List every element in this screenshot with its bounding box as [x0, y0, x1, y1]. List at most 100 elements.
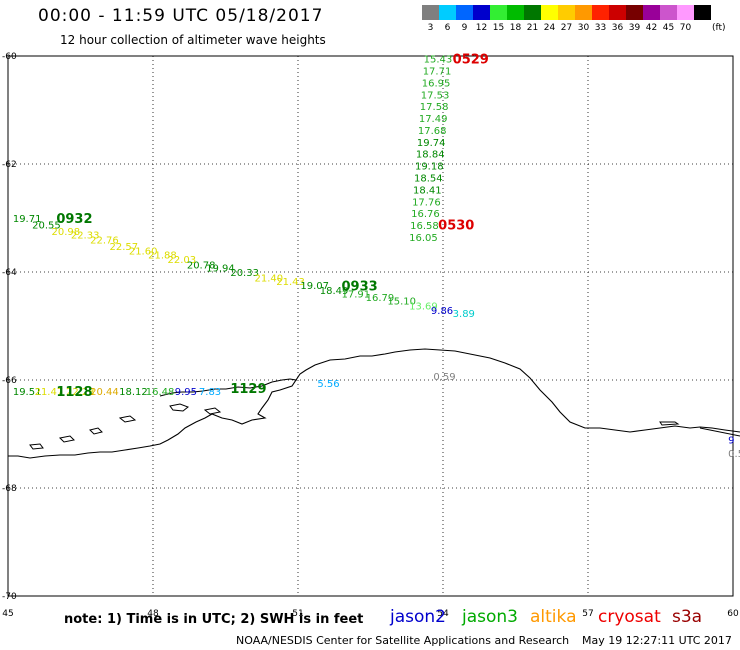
- lat-tick-label: -60: [2, 52, 17, 62]
- wave-height-label: 5.56: [317, 379, 339, 390]
- legend-swatch: [592, 5, 609, 20]
- pass-time-label: 0933: [342, 280, 378, 295]
- legend-label: 33: [594, 23, 607, 33]
- lon-tick-label: 48: [147, 609, 159, 619]
- wave-height-label: 7.83: [199, 387, 221, 398]
- legend-label: 27: [560, 23, 573, 33]
- legend-label: 42: [645, 23, 658, 33]
- lat-tick-label: -70: [2, 592, 17, 602]
- lat-tick-label: -68: [2, 484, 17, 494]
- wave-height-label: 16.76: [411, 209, 440, 220]
- satellite-name: jason2: [390, 607, 446, 627]
- legend-label: 15: [492, 23, 505, 33]
- legend-label: 18: [509, 23, 522, 33]
- wave-height-label: 15.10: [387, 297, 416, 308]
- legend-swatch: [626, 5, 643, 20]
- wave-height-label: 21.43: [276, 277, 305, 288]
- legend-label: 70: [679, 23, 692, 33]
- wave-height-label: 20.44: [90, 387, 119, 398]
- wave-height-label: 18.49: [320, 286, 349, 297]
- legend-unit: (ft): [712, 23, 726, 33]
- wave-height-label: 22.23: [66, 387, 95, 398]
- antarctica-coastline: [159, 348, 740, 433]
- wave-height-label: 21.40: [255, 273, 284, 284]
- wave-height-label: 19.74: [417, 138, 446, 149]
- legend-swatch: [643, 5, 660, 20]
- pass-time-label: 1129: [230, 382, 266, 397]
- map-grid: 45 48 51 54 57 60 -60 -62 -64 -66 -68 -70: [2, 52, 739, 619]
- legend-swatch: [609, 5, 626, 20]
- wave-height-label: 16.95: [422, 78, 451, 89]
- legend-swatch: [694, 5, 711, 20]
- lat-tick-label: -64: [2, 268, 17, 278]
- wave-height-label: 22.57: [110, 242, 139, 253]
- legend-label: 24: [543, 23, 556, 33]
- legend-label: 9: [461, 23, 468, 33]
- wave-height-label: 21.88: [148, 251, 177, 262]
- legend-swatch: [558, 5, 575, 20]
- legend-swatch: [524, 5, 541, 20]
- pass-time-label: 0529: [453, 53, 489, 68]
- wave-height-label: 19.94: [206, 264, 235, 275]
- wave-height-label: 20.78: [187, 260, 216, 271]
- footnote: note: 1) Time is in UTC; 2) SWH is in fe…: [64, 612, 364, 627]
- lon-tick-label: 57: [582, 609, 593, 619]
- wave-height-label: 18.41: [413, 185, 442, 196]
- legend-swatch: [660, 5, 677, 20]
- wave-height-label: 16.05: [409, 233, 438, 244]
- lon-tick-label: 54: [437, 609, 449, 619]
- wave-height-label: 19.18: [415, 162, 444, 173]
- map-frame: [7, 55, 734, 597]
- wave-height-label: 20.98: [52, 227, 81, 238]
- wave-height-label: 17.76: [412, 197, 441, 208]
- coast-bay-west: [8, 379, 297, 459]
- satellite-name: s3a: [672, 607, 703, 627]
- wave-height-label: 17.49: [419, 114, 448, 125]
- wave-height-label: 3.89: [453, 309, 475, 320]
- generated-timestamp: May 19 12:27:11 UTC 2017: [582, 634, 732, 647]
- satellite-name: altika: [530, 607, 577, 627]
- wave-height-label: 17.53: [421, 90, 450, 101]
- wave-height-label: 22.76: [90, 236, 119, 247]
- wave-height-label: 15.43: [424, 55, 453, 66]
- legend-swatch: [541, 5, 558, 20]
- lat-tick-label: -62: [2, 160, 17, 170]
- wave-height-label: 17.58: [420, 102, 449, 113]
- pass-time-label: 1128: [56, 385, 92, 400]
- wave-height-label: 21.47: [35, 387, 64, 398]
- wave-height-label: 16.79: [366, 293, 395, 304]
- legend-label: 6: [444, 23, 451, 33]
- satellite-tracks: 15.4317.7116.9517.5317.5817.4917.6819.74…: [13, 53, 740, 460]
- coastline: [8, 348, 740, 459]
- wave-height-label: 13.69: [409, 301, 438, 312]
- legend-swatch: [507, 5, 524, 20]
- wave-height-label: 22.03: [168, 255, 197, 266]
- legend-label: 30: [577, 23, 590, 33]
- lon-tick-label: 45: [2, 609, 13, 619]
- wave-height-label: 21.60: [129, 246, 158, 257]
- legend-label: 39: [628, 23, 641, 33]
- pass-time-label: 0530: [438, 218, 474, 233]
- legend-swatch: [677, 5, 694, 20]
- wave-height-label: 17.71: [423, 67, 452, 78]
- wave-height-label: 17.68: [418, 126, 447, 137]
- legend-label: 21: [526, 23, 539, 33]
- legend-swatch: [439, 5, 456, 20]
- legend-swatch: [456, 5, 473, 20]
- lon-tick-label: 60: [727, 609, 739, 619]
- wave-height-label: 9.95: [175, 387, 197, 398]
- wave-height-label: 20.33: [230, 268, 259, 279]
- legend-swatch: [490, 5, 507, 20]
- satellite-name: cryosat: [598, 607, 661, 627]
- wave-height-label: 0.59: [728, 449, 740, 460]
- wave-height-label: 9.86: [431, 306, 453, 317]
- satellite-name: jason3: [462, 607, 518, 627]
- legend-label: 36: [611, 23, 624, 33]
- wave-height-label: 20.55: [32, 220, 61, 231]
- wave-height-label: 19.51: [13, 387, 42, 398]
- pass-time-label: 0932: [56, 212, 92, 227]
- credit-line: NOAA/NESDIS Center for Satellite Applica…: [236, 634, 570, 647]
- legend-label: 3: [427, 23, 434, 33]
- map-subtitle: 12 hour collection of altimeter wave hei…: [60, 33, 326, 47]
- wave-height-label: 9: [728, 435, 734, 446]
